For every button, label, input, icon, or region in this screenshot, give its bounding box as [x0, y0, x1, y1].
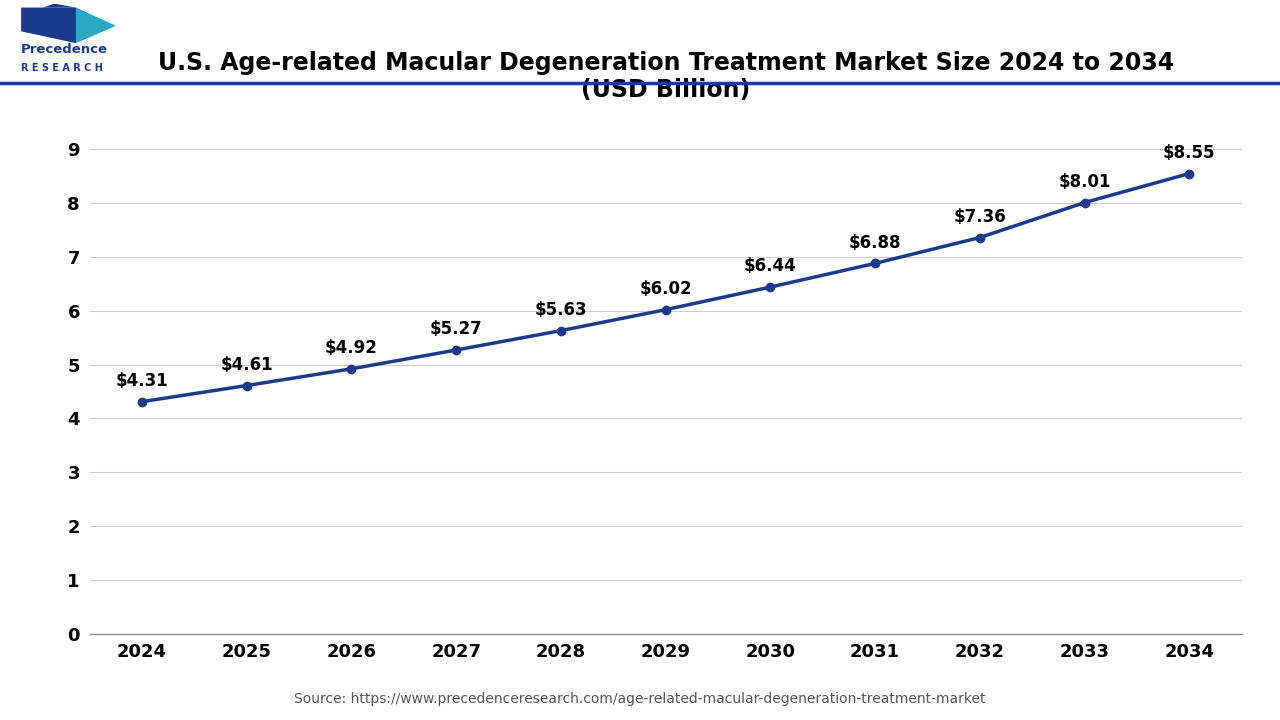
- Text: $5.63: $5.63: [535, 301, 588, 319]
- Text: Source: https://www.precedenceresearch.com/age-related-macular-degeneration-trea: Source: https://www.precedenceresearch.c…: [294, 692, 986, 706]
- Text: $8.01: $8.01: [1059, 173, 1111, 191]
- Text: $6.44: $6.44: [744, 257, 796, 275]
- Text: $6.88: $6.88: [849, 233, 901, 251]
- Text: $8.55: $8.55: [1164, 144, 1216, 162]
- Text: $4.61: $4.61: [220, 356, 273, 374]
- Title: U.S. Age-related Macular Degeneration Treatment Market Size 2024 to 2034
(USD Bi: U.S. Age-related Macular Degeneration Tr…: [157, 50, 1174, 102]
- Text: $7.36: $7.36: [954, 207, 1006, 225]
- Polygon shape: [20, 8, 76, 43]
- Text: $6.02: $6.02: [639, 280, 692, 298]
- Text: $4.31: $4.31: [115, 372, 169, 390]
- Text: Precedence: Precedence: [20, 42, 108, 55]
- Polygon shape: [76, 8, 116, 43]
- Text: $4.92: $4.92: [325, 339, 378, 357]
- Polygon shape: [42, 4, 76, 8]
- Text: R E S E A R C H: R E S E A R C H: [20, 63, 102, 73]
- Text: $5.27: $5.27: [430, 320, 483, 338]
